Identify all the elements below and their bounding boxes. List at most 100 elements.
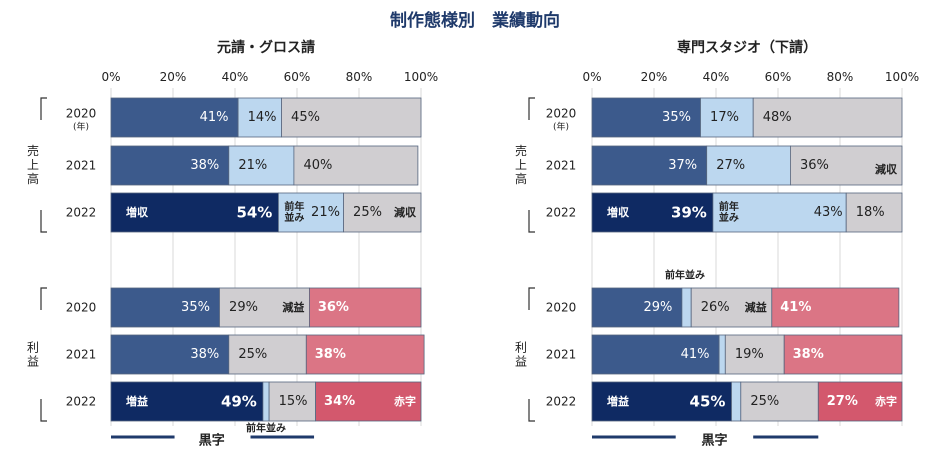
category-label: 2021 bbox=[546, 159, 577, 173]
bar-segment bbox=[700, 97, 754, 138]
group-bracket bbox=[40, 210, 47, 233]
bar-segment bbox=[752, 97, 903, 138]
bar-segment bbox=[718, 334, 726, 375]
x-tick-label: 20% bbox=[641, 70, 668, 84]
data-label: 29% bbox=[229, 300, 258, 315]
bar-segment bbox=[724, 334, 785, 375]
group-label-char: 益 bbox=[515, 355, 527, 369]
tag-line: 並み bbox=[719, 211, 739, 224]
data-label: 39% bbox=[671, 204, 707, 222]
data-label: 38% bbox=[793, 347, 824, 362]
x-tick-label: 60% bbox=[765, 70, 792, 84]
bar-segment bbox=[783, 334, 903, 375]
bar-segment bbox=[731, 381, 742, 422]
bar-segment bbox=[293, 145, 419, 186]
data-label: 21% bbox=[311, 205, 340, 220]
category-sub-label: (年) bbox=[553, 121, 569, 133]
data-label: 38% bbox=[190, 158, 219, 173]
group-bracket bbox=[40, 287, 47, 310]
segment-tag: 増益 bbox=[607, 394, 629, 408]
segment-tag: 減収 bbox=[875, 162, 898, 176]
category-label: 2020 bbox=[546, 301, 577, 315]
page-title: 制作態様別 業績動向 bbox=[390, 11, 560, 31]
bar-segment bbox=[845, 192, 903, 233]
data-label: 40% bbox=[303, 158, 332, 173]
bar-segment bbox=[591, 287, 683, 328]
group-bracket bbox=[40, 399, 47, 422]
data-label: 48% bbox=[763, 110, 792, 125]
bar-segment bbox=[268, 381, 317, 422]
legend-label: 黒字 bbox=[199, 433, 225, 449]
tag-line: 並み bbox=[284, 211, 304, 224]
data-label: 49% bbox=[221, 393, 257, 411]
data-label: 37% bbox=[668, 158, 697, 173]
data-label: 26% bbox=[701, 300, 730, 315]
segment-tag: 前年並み bbox=[284, 200, 304, 224]
data-label: 29% bbox=[643, 300, 672, 315]
x-tick-label: 80% bbox=[346, 70, 373, 84]
data-label: 14% bbox=[248, 110, 277, 125]
tag-line: 前年 bbox=[284, 200, 304, 213]
bar-segment bbox=[110, 192, 279, 233]
data-label: 18% bbox=[856, 205, 885, 220]
bar-segment bbox=[706, 145, 791, 186]
data-label: 19% bbox=[735, 347, 764, 362]
panel-title: 専門スタジオ（下請） bbox=[677, 39, 817, 56]
bar-segment bbox=[219, 287, 310, 328]
data-label: 35% bbox=[662, 110, 691, 125]
category-label: 2020 bbox=[66, 301, 97, 315]
group-label-char: 上 bbox=[515, 158, 527, 172]
data-label: 41% bbox=[681, 347, 710, 362]
category-sub-label: (年) bbox=[73, 121, 89, 133]
category-label: 2022 bbox=[66, 395, 97, 409]
data-label: 35% bbox=[181, 300, 210, 315]
segment-tag: 増収 bbox=[126, 205, 149, 219]
segment-tag: 赤字 bbox=[875, 394, 897, 408]
segment-tag: 前年並み bbox=[719, 200, 739, 224]
bar-segment bbox=[308, 287, 422, 328]
data-label: 21% bbox=[238, 158, 267, 173]
data-label: 41% bbox=[780, 300, 811, 315]
bar-segment bbox=[591, 381, 732, 422]
bar-segment bbox=[110, 334, 230, 375]
tag-line: 前年 bbox=[719, 200, 739, 213]
callout-label: 前年並み bbox=[665, 269, 705, 282]
bar-segment bbox=[110, 145, 230, 186]
data-label: 54% bbox=[236, 204, 272, 222]
bar-segment bbox=[790, 145, 903, 186]
group-bracket bbox=[528, 97, 535, 120]
x-tick-label: 60% bbox=[284, 70, 311, 84]
bar-segment bbox=[740, 381, 819, 422]
bar-segment bbox=[277, 192, 344, 233]
segment-tag: 赤字 bbox=[394, 394, 416, 408]
group-label-char: 上 bbox=[27, 158, 39, 172]
x-tick-label: 20% bbox=[160, 70, 187, 84]
group-label-char: 益 bbox=[27, 355, 39, 369]
x-tick-label: 40% bbox=[222, 70, 249, 84]
bar-segment bbox=[591, 334, 720, 375]
group-bracket bbox=[528, 287, 535, 310]
bar-segment bbox=[817, 381, 903, 422]
bar-segment bbox=[591, 97, 701, 138]
category-label: 2021 bbox=[66, 159, 97, 173]
bar-segment bbox=[771, 287, 900, 328]
data-label: 17% bbox=[710, 110, 739, 125]
data-label: 15% bbox=[279, 394, 308, 409]
group-label-char: 高 bbox=[515, 171, 527, 186]
callout-label: 前年並み bbox=[246, 422, 286, 435]
segment-tag: 減益 bbox=[282, 300, 304, 314]
data-label: 38% bbox=[315, 347, 346, 362]
bar-segment bbox=[228, 145, 295, 186]
group-label-char: 売 bbox=[27, 143, 39, 158]
x-tick-label: 0% bbox=[582, 70, 601, 84]
bar-segment bbox=[712, 192, 847, 233]
x-tick-label: 0% bbox=[101, 70, 120, 84]
group-bracket bbox=[40, 97, 47, 120]
panel-title: 元請・グロス請 bbox=[217, 39, 315, 56]
data-label: 45% bbox=[690, 393, 726, 411]
segment-tag: 増収 bbox=[607, 205, 630, 219]
segment-tag: 減収 bbox=[394, 205, 417, 219]
data-label: 27% bbox=[716, 158, 745, 173]
bar-segment bbox=[237, 97, 282, 138]
